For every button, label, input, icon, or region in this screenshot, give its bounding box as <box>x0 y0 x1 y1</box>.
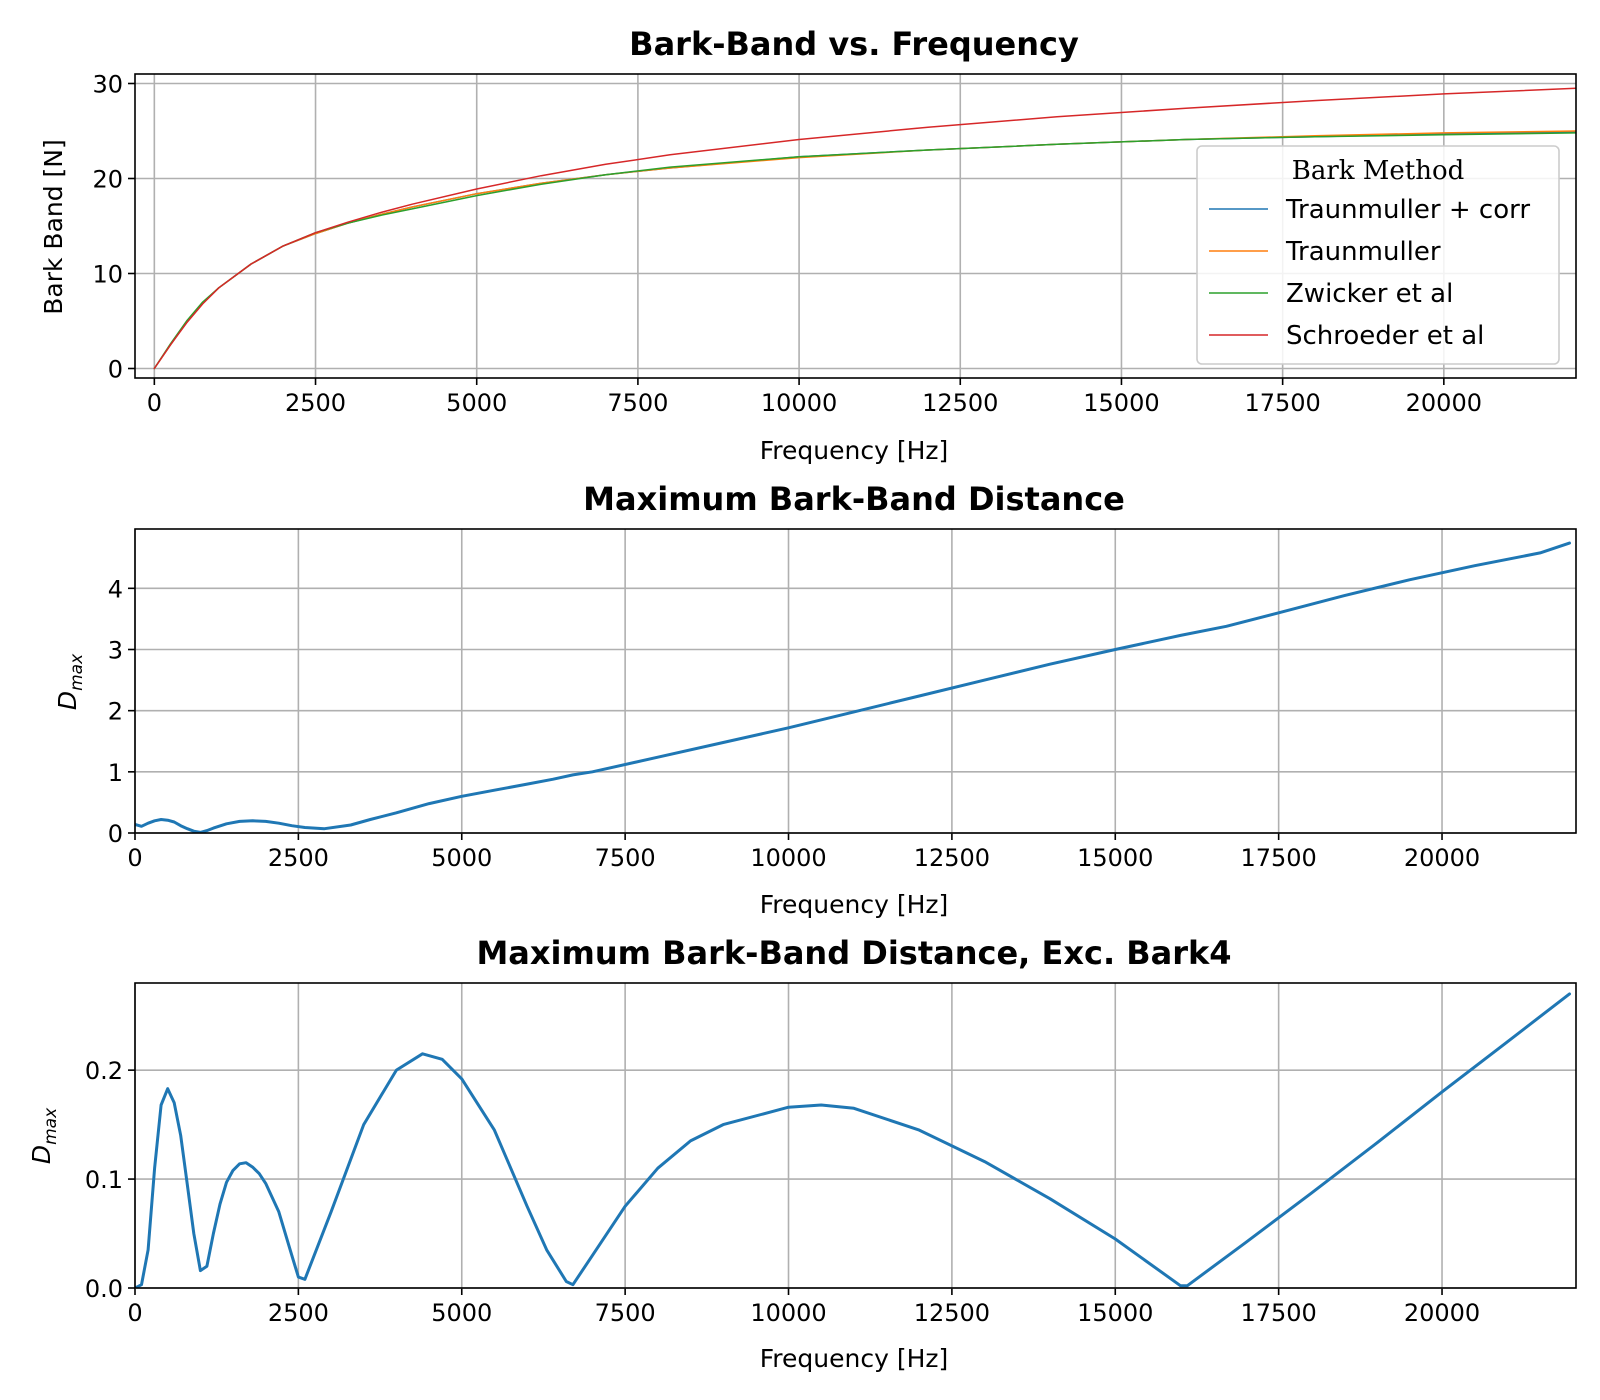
y-tick-label: 10 <box>92 261 123 289</box>
axes-frame <box>134 528 1577 834</box>
chart-1-ylabel: Bark Band [N] <box>39 139 68 315</box>
y-tick-label: 4 <box>108 575 123 603</box>
axes-frame <box>134 73 1577 379</box>
series-line-dmax <box>135 541 1571 833</box>
chart-1-legend: Bark Method Traunmuller + corr Traunmulle… <box>1196 145 1560 365</box>
legend-entry-label: Schroeder et al <box>1286 321 1484 351</box>
x-tick-label: 15000 <box>1077 1299 1153 1327</box>
y-tick-label: 0.0 <box>85 1275 123 1303</box>
x-tick-label: 7500 <box>595 844 656 872</box>
x-tick-label: 7500 <box>595 1299 656 1327</box>
x-tick-label: 20000 <box>1404 844 1480 872</box>
legend-entry-label: Traunmuller + corr <box>1285 195 1530 225</box>
x-tick-label: 0 <box>127 844 142 872</box>
x-tick-label: 12500 <box>914 1299 990 1327</box>
x-tick-label: 5000 <box>431 844 492 872</box>
y-tick-label: 2 <box>108 698 123 726</box>
x-tick-label: 12500 <box>914 844 990 872</box>
x-tick-label: 7500 <box>607 389 668 417</box>
chart-2-plot-area: 0 2500 5000 7500 10000 12500 15000 17500 20000 0 1… <box>108 528 1577 872</box>
y-tick-label: 0 <box>108 356 123 384</box>
axes-frame <box>134 982 1577 1289</box>
chart-panel-1: Bark-Band vs. Frequency 0 2500 5000 7500 100… <box>39 25 1577 465</box>
x-tick-label: 15000 <box>1083 389 1159 417</box>
x-tick-label: 20000 <box>1406 389 1482 417</box>
y-tick-label: 0 <box>108 820 123 848</box>
y-tick-label: 0.1 <box>85 1166 123 1194</box>
chart-1-plot-area: 0 2500 5000 7500 10000 12500 15000 17500 20000 0 1… <box>92 71 1577 417</box>
chart-panel-3: Maximum Bark-Band Distance, Exc. Bark4 0… <box>27 934 1577 1373</box>
x-tick-label: 10000 <box>750 1299 826 1327</box>
series-line-schroeder-et-al <box>153 87 1576 370</box>
legend-title: Bark Method <box>1292 156 1465 186</box>
x-tick-label: 10000 <box>761 389 837 417</box>
chart-2-xlabel: Frequency [Hz] <box>760 890 949 919</box>
legend-box <box>1196 145 1560 365</box>
chart-3-title: Maximum Bark-Band Distance, Exc. Bark4 <box>476 934 1231 972</box>
y-tick-label: 20 <box>92 166 123 194</box>
legend-entry-label: Zwicker et al <box>1286 279 1453 309</box>
chart-1-xlabel: Frequency [Hz] <box>760 436 949 465</box>
x-tick-label: 2500 <box>285 389 346 417</box>
x-tick-label: 20000 <box>1404 1299 1480 1327</box>
x-tick-label: 5000 <box>431 1299 492 1327</box>
series-line-dmax <box>135 992 1571 1288</box>
chart-2-ylabel: Dmax <box>53 653 87 710</box>
x-tick-label: 12500 <box>922 389 998 417</box>
x-tick-label: 17500 <box>1240 844 1316 872</box>
legend-entry-label: Traunmuller <box>1285 237 1441 267</box>
chart-3-xlabel: Frequency [Hz] <box>760 1344 949 1373</box>
x-tick-label: 17500 <box>1244 389 1320 417</box>
x-tick-label: 0 <box>147 389 162 417</box>
chart-3-ylabel: Dmax <box>27 1107 61 1164</box>
y-tick-label: 0.2 <box>85 1057 123 1085</box>
x-tick-label: 5000 <box>446 389 507 417</box>
x-tick-label: 17500 <box>1240 1299 1316 1327</box>
y-tick-label: 1 <box>108 759 123 787</box>
y-tick-label: 3 <box>108 636 123 664</box>
x-tick-label: 0 <box>127 1299 142 1327</box>
y-tick-label: 30 <box>92 71 123 99</box>
x-tick-label: 15000 <box>1077 844 1153 872</box>
x-tick-label: 2500 <box>268 1299 329 1327</box>
chart-panel-2: Maximum Bark-Band Distance 0 2500 5000 7500… <box>53 480 1577 919</box>
x-tick-label: 10000 <box>750 844 826 872</box>
chart-3-plot-area: 0 2500 5000 7500 10000 12500 15000 17500 20000 0.… <box>85 982 1577 1327</box>
chart-2-title: Maximum Bark-Band Distance <box>583 480 1125 518</box>
chart-1-title: Bark-Band vs. Frequency <box>629 25 1079 63</box>
x-tick-label: 2500 <box>268 844 329 872</box>
